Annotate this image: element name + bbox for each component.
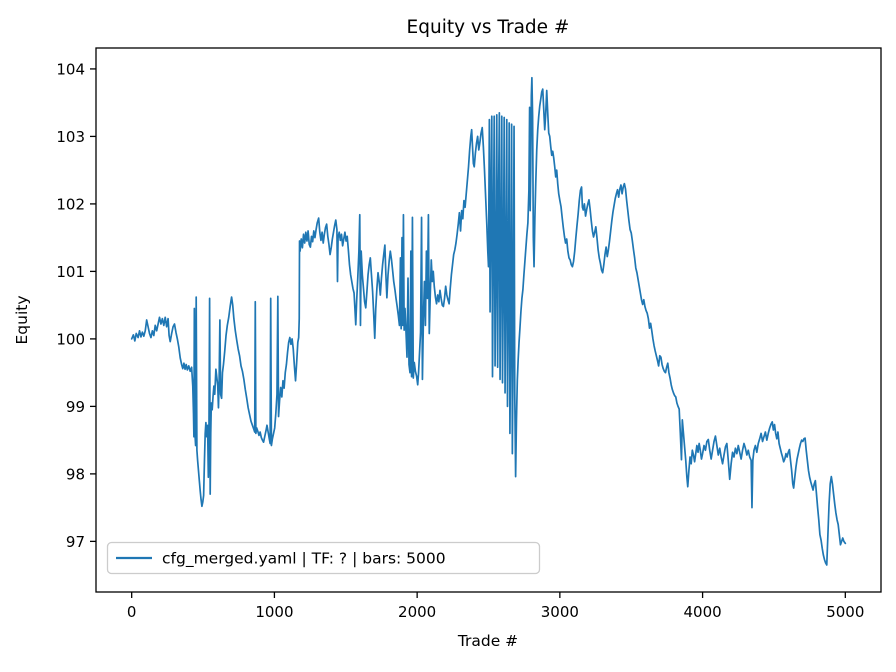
y-tick-label: 100 bbox=[56, 330, 85, 348]
x-tick-label: 5000 bbox=[826, 603, 864, 621]
y-tick-label: 98 bbox=[66, 465, 85, 483]
y-tick-label: 99 bbox=[66, 398, 85, 416]
x-axis-ticks: 0 1000 2000 3000 4000 5000 bbox=[127, 592, 864, 621]
chart-title: Equity vs Trade # bbox=[407, 17, 570, 38]
plot-frame bbox=[95, 47, 882, 593]
equity-line-series bbox=[130, 76, 847, 566]
y-tick-label: 104 bbox=[56, 60, 85, 78]
x-tick-label: 1000 bbox=[255, 603, 293, 621]
y-tick-label: 103 bbox=[56, 128, 85, 146]
y-axis-ticks: 97 98 99 100 101 102 103 104 bbox=[56, 60, 96, 551]
x-tick-label: 4000 bbox=[683, 603, 721, 621]
y-axis-label: Equity bbox=[13, 295, 31, 344]
y-tick-label: 97 bbox=[66, 533, 85, 551]
x-axis-label: Trade # bbox=[457, 632, 518, 650]
x-tick-label: 2000 bbox=[398, 603, 436, 621]
x-tick-label: 0 bbox=[127, 603, 137, 621]
legend: cfg_merged.yaml | TF: ? | bars: 5000 bbox=[106, 541, 541, 575]
y-tick-label: 102 bbox=[56, 195, 85, 213]
x-tick-label: 3000 bbox=[541, 603, 579, 621]
y-tick-label: 101 bbox=[56, 263, 85, 281]
legend-box bbox=[106, 541, 541, 575]
legend-label: cfg_merged.yaml | TF: ? | bars: 5000 bbox=[162, 550, 446, 569]
